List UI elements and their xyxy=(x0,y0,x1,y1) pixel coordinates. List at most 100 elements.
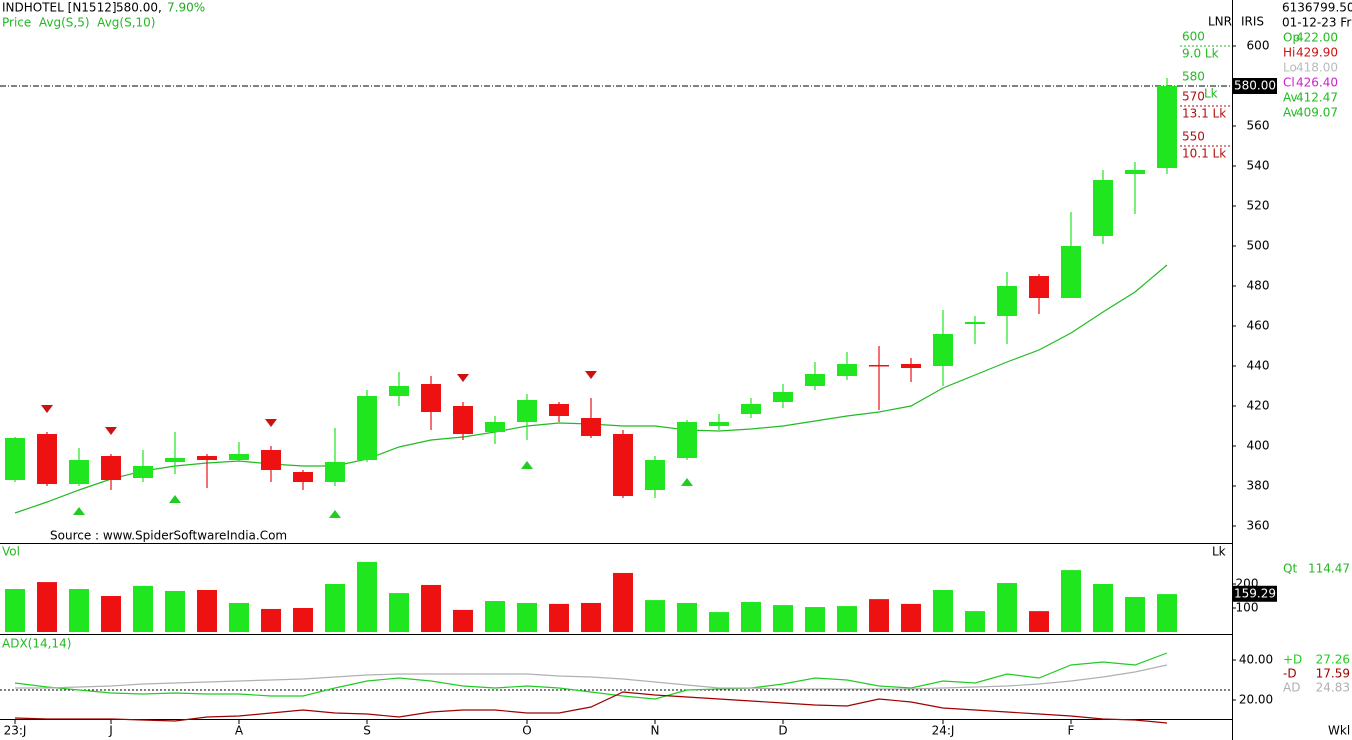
candle-body xyxy=(37,434,57,484)
buy-signal xyxy=(169,495,181,503)
x-tick-label: N xyxy=(651,724,660,738)
buy-signal xyxy=(73,507,85,515)
volume-bar xyxy=(453,609,473,632)
sell-signal xyxy=(265,419,277,427)
candle-body xyxy=(549,404,569,416)
volume-bar xyxy=(101,596,121,632)
candle-body xyxy=(197,456,217,460)
buy-signal xyxy=(681,478,693,486)
readout-value: 426.40 xyxy=(1296,76,1338,90)
candle-body xyxy=(581,418,601,436)
candle-body xyxy=(677,422,697,458)
x-tick-label: J xyxy=(108,724,113,738)
candle-body xyxy=(517,400,537,422)
volume-bar xyxy=(389,593,409,632)
candle-body xyxy=(453,406,473,434)
candle-body xyxy=(613,434,633,496)
adx-legend-value: 24.83 xyxy=(1316,681,1350,695)
volume-bar xyxy=(37,582,57,632)
level-price: 600 xyxy=(1182,30,1205,44)
volume-bar xyxy=(5,589,25,632)
x-tick-label: 23:J xyxy=(4,724,27,738)
readout-value: 429.90 xyxy=(1296,46,1338,60)
volume-bar xyxy=(325,584,345,632)
readout-name: Op xyxy=(1283,31,1300,45)
x-tick-label: O xyxy=(522,724,531,738)
header-price: 580.00, xyxy=(116,1,162,15)
volume-bar xyxy=(837,606,857,632)
candle-body xyxy=(1061,246,1081,298)
adx-legend-name: -D xyxy=(1283,667,1297,681)
candle-body xyxy=(901,364,921,368)
volume-unit: Lk xyxy=(1212,545,1226,559)
x-tick-label: 24:J xyxy=(932,724,955,738)
y-axis-label: IRIS xyxy=(1241,15,1264,29)
adx-tick-label: 40.00 xyxy=(1239,653,1273,667)
y-tick-label: 460 xyxy=(1247,319,1270,333)
candle-body xyxy=(101,456,121,480)
volume-bar xyxy=(517,602,537,632)
y-tick-label: 600 xyxy=(1247,39,1270,53)
candle-body xyxy=(1093,180,1113,236)
readout-name: Av xyxy=(1283,91,1298,105)
candle-body xyxy=(389,386,409,396)
volume-bar xyxy=(965,611,985,632)
info: 6136799.50 xyxy=(1282,1,1352,15)
level-volume: 9.0 Lk xyxy=(1182,47,1219,61)
adx-legend-value: 17.59 xyxy=(1316,667,1350,681)
readout-value: 422.00 xyxy=(1296,31,1338,45)
candle-body xyxy=(133,466,153,478)
candle-body xyxy=(773,392,793,402)
y-tick-label: 380 xyxy=(1247,479,1270,493)
y-tick-label: 360 xyxy=(1247,519,1270,533)
last-price-tag xyxy=(1233,78,1277,94)
adx-line xyxy=(15,664,1168,690)
buy-signal xyxy=(521,461,533,469)
candle-body xyxy=(5,438,25,480)
y-tick-label: 480 xyxy=(1247,279,1270,293)
adx-title: ADX(14,14) xyxy=(2,637,71,651)
x-tick-label: S xyxy=(363,724,371,738)
candle-body xyxy=(485,422,505,432)
readout-name: Av xyxy=(1283,106,1298,120)
level-volume: Lk xyxy=(1204,87,1218,101)
candle-body xyxy=(645,460,665,490)
volume-bar xyxy=(709,612,729,632)
volume-bar xyxy=(293,608,313,632)
volume-bar xyxy=(805,607,825,632)
level-price: 550 xyxy=(1182,130,1205,144)
adx-legend-value: 27.26 xyxy=(1316,653,1350,667)
volume-last-tag xyxy=(1233,585,1277,602)
y-tick-label: 560 xyxy=(1247,119,1270,133)
candle-body xyxy=(421,384,441,412)
volume-readout-name: Qt xyxy=(1283,562,1297,576)
y-tick-label: 420 xyxy=(1247,399,1270,413)
candle-body xyxy=(357,396,377,460)
volume-bar xyxy=(581,602,601,632)
y-axis-label: LNR xyxy=(1208,15,1232,29)
volume-bar xyxy=(133,585,153,632)
candle-body xyxy=(709,422,729,426)
readout-value: 418.00 xyxy=(1296,61,1338,75)
readout-name: Cl xyxy=(1283,76,1295,90)
readout-value: 409.07 xyxy=(1296,106,1338,120)
volume-title: Vol xyxy=(2,545,20,559)
volume-bar xyxy=(1157,594,1177,632)
volume-bar xyxy=(613,572,633,632)
volume-bar xyxy=(677,602,697,632)
candle-body xyxy=(229,454,249,460)
candle-body xyxy=(741,404,761,414)
volume-bar xyxy=(229,602,249,632)
source: Source : www.SpiderSoftwareIndia.Com xyxy=(50,529,287,543)
level-volume: 10.1 Lk xyxy=(1182,147,1226,161)
y-tick-label: 520 xyxy=(1247,199,1270,213)
candle-body xyxy=(1125,170,1145,174)
adx-line xyxy=(14,652,1168,700)
readout-value: 412.47 xyxy=(1296,91,1338,105)
volume-bar xyxy=(1125,596,1145,632)
volume-bar xyxy=(645,600,665,632)
volume-bar xyxy=(357,561,377,632)
volume-bar xyxy=(1093,584,1113,632)
volume-bar xyxy=(197,590,217,632)
